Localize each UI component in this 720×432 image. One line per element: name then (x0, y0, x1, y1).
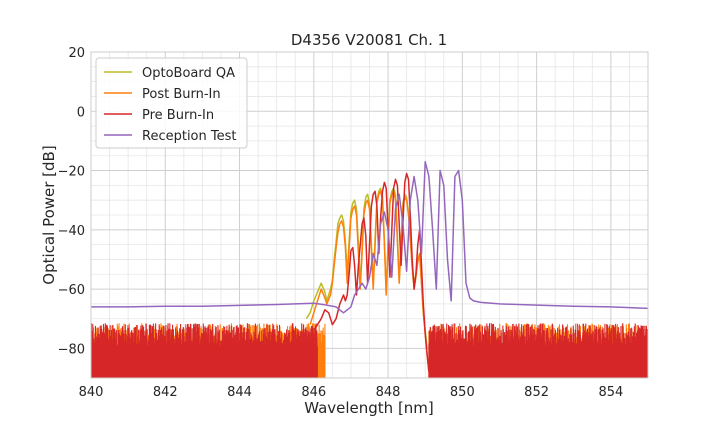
chart-title: D4356 V20081 Ch. 1 (291, 31, 447, 49)
x-tick-label: 854 (598, 385, 623, 400)
y-tick-label: −80 (58, 342, 85, 357)
legend-label: OptoBoard QA (142, 66, 235, 81)
x-tick-label: 840 (79, 385, 104, 400)
y-tick-labels: 20 0 −20 −40 −60 −80 (58, 46, 85, 357)
x-tick-labels: 840 842 844 846 848 850 852 854 (79, 385, 624, 400)
x-tick-label: 844 (227, 385, 252, 400)
y-tick-label: 0 (77, 105, 85, 120)
series-line-reception-test (91, 160, 648, 314)
legend-label: Pre Burn-In (142, 108, 214, 123)
y-tick-label: 20 (68, 46, 85, 61)
x-axis-title: Wavelength [nm] (304, 399, 434, 417)
y-tick-label: −60 (58, 283, 85, 298)
x-tick-label: 852 (524, 385, 549, 400)
y-tick-label: −20 (58, 165, 85, 180)
legend-label: Post Burn-In (142, 87, 221, 102)
noise-floor-layer (91, 323, 648, 378)
plot-border (90, 51, 649, 379)
series-line-post-burn-in (309, 190, 430, 373)
legend-label: Reception Test (142, 129, 236, 144)
x-tick-label: 846 (301, 385, 326, 400)
y-tick-label: −40 (58, 224, 85, 239)
x-tick-label: 842 (153, 385, 178, 400)
y-axis-title: Optical Power [dB] (40, 145, 58, 284)
x-tick-label: 850 (450, 385, 475, 400)
legend: OptoBoard QA Post Burn-In Pre Burn-In Recep… (95, 57, 248, 149)
legend-box (95, 57, 248, 149)
x-tick-label: 848 (376, 385, 401, 400)
series-layer (91, 160, 648, 373)
